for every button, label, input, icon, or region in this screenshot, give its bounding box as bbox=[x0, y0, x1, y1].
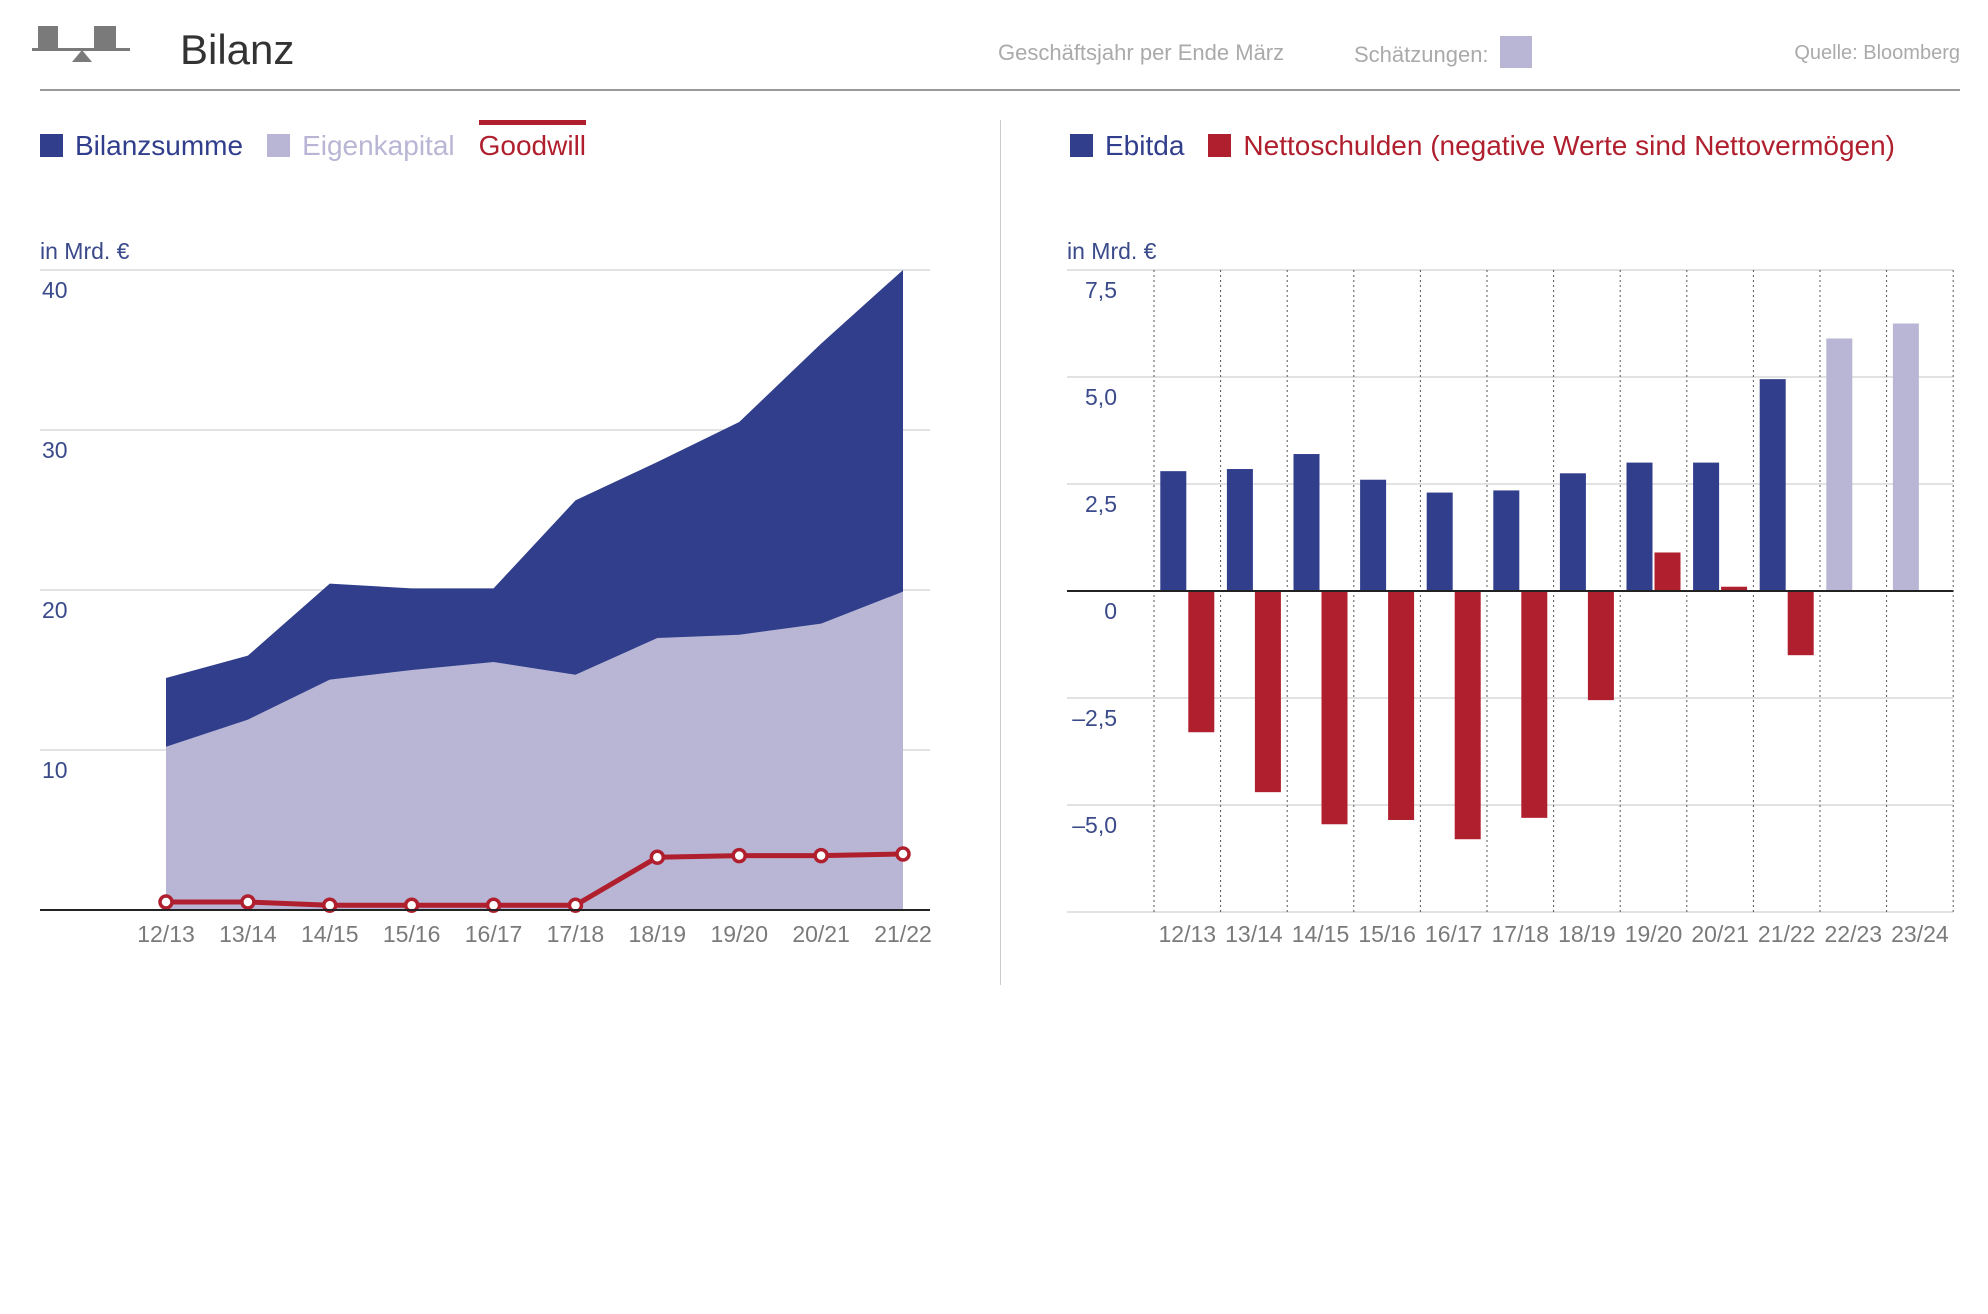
panel-divider bbox=[1000, 120, 1001, 985]
x-tick-label: 12/13 bbox=[1159, 921, 1217, 947]
ebitda-bar bbox=[1360, 479, 1387, 591]
y-tick-label: 30 bbox=[42, 437, 68, 463]
goodwill-point bbox=[240, 894, 256, 910]
header: Bilanz Geschäftsjahr per Ende März Schät… bbox=[0, 0, 1988, 96]
ebitda-legend: Ebitda Nettoschulden (negative Werte sind… bbox=[1070, 130, 1919, 170]
legend-label: Nettoschulden (negative Werte sind Netto… bbox=[1243, 130, 1896, 161]
goodwill-point bbox=[731, 847, 747, 864]
x-tick-label: 16/17 bbox=[465, 921, 523, 947]
nettoschulden-bar bbox=[1654, 552, 1681, 591]
goodwill-point bbox=[485, 897, 502, 913]
legend-swatch bbox=[1070, 134, 1093, 157]
nettoschulden-bar bbox=[1188, 591, 1215, 733]
fiscal-year-note: Geschäftsjahr per Ende März bbox=[998, 40, 1285, 65]
ebitda-bar bbox=[1559, 473, 1586, 591]
y-tick-label: –2,5 bbox=[1072, 705, 1117, 731]
eigenkapital-area bbox=[166, 591, 903, 910]
nettoschulden-bar bbox=[1454, 591, 1481, 840]
ebitda-legend-item: Ebitda bbox=[1070, 130, 1184, 162]
goodwill-point bbox=[567, 897, 584, 913]
goodwill-point bbox=[895, 846, 911, 862]
estimates-swatch bbox=[1500, 36, 1532, 68]
page-title: Bilanz bbox=[180, 26, 295, 73]
balance-legend: Bilanzsumme Eigenkapital Goodwill bbox=[40, 120, 610, 170]
goodwill-point bbox=[403, 897, 420, 913]
y-tick-label: 5,0 bbox=[1085, 384, 1117, 410]
ebitda-estimate-bar bbox=[1892, 323, 1919, 591]
y-tick-label: 2,5 bbox=[1085, 491, 1117, 517]
x-tick-label: 15/16 bbox=[1358, 921, 1416, 947]
y-tick-label: 10 bbox=[42, 757, 68, 783]
goodwill-line bbox=[166, 851, 904, 908]
scale-balance-icon bbox=[32, 26, 130, 62]
legend-swatch bbox=[267, 134, 291, 157]
y-tick-label: 0 bbox=[1104, 598, 1117, 624]
y-tick-label: 40 bbox=[42, 277, 68, 303]
goodwill-point bbox=[158, 894, 174, 910]
nettoschulden-bar bbox=[1254, 591, 1281, 793]
ebitda-bar bbox=[1759, 379, 1786, 591]
legend-swatch bbox=[1208, 134, 1232, 157]
x-tick-label: 21/22 bbox=[874, 921, 932, 947]
legend-label: Ebitda bbox=[1105, 130, 1185, 161]
legend-line-swatch bbox=[478, 120, 587, 125]
goodwill-point bbox=[813, 847, 829, 864]
x-tick-label: 22/23 bbox=[1825, 921, 1883, 947]
goodwill-point bbox=[322, 897, 338, 913]
ebitda-bar bbox=[1426, 492, 1453, 591]
ebitda-legend-item: Nettoschulden (negative Werte sind Netto… bbox=[1208, 130, 1895, 162]
y-unit-label: in Mrd. € bbox=[1067, 238, 1157, 264]
source-note: Quelle: Bloomberg bbox=[1794, 42, 1960, 64]
ebitda-bar bbox=[1493, 490, 1520, 591]
x-tick-label: 15/16 bbox=[383, 921, 441, 947]
ebitda-bar bbox=[1226, 469, 1253, 591]
nettoschulden-bar bbox=[1721, 586, 1748, 591]
legend-label: Bilanzsumme bbox=[75, 130, 244, 161]
legend-label: Goodwill bbox=[478, 130, 587, 161]
balance-legend-item: Eigenkapital bbox=[267, 130, 455, 162]
ebitda-bar-chart: in Mrd. € 7,5 5,0 2,5 0 –2,5 –5,0 12/13 13/14 14/… bbox=[1067, 238, 1954, 947]
nettoschulden-bar bbox=[1587, 591, 1614, 701]
y-unit-label: in Mrd. € bbox=[40, 238, 130, 264]
x-tick-label: 13/14 bbox=[219, 921, 277, 947]
nettoschulden-bar bbox=[1787, 591, 1814, 656]
x-tick-label: 13/14 bbox=[1225, 921, 1283, 947]
x-tick-label: 20/21 bbox=[1691, 921, 1749, 947]
x-tick-label: 14/15 bbox=[1292, 921, 1350, 947]
legend-label: Eigenkapital bbox=[302, 130, 455, 161]
balance-legend-item: Goodwill bbox=[478, 120, 587, 162]
x-tick-label: 17/18 bbox=[1492, 921, 1550, 947]
x-tick-label: 23/24 bbox=[1891, 921, 1949, 947]
x-tick-label: 18/19 bbox=[1558, 921, 1616, 947]
nettoschulden-bar bbox=[1521, 591, 1548, 818]
nettoschulden-bar bbox=[1388, 591, 1415, 820]
balance-area-chart: in Mrd. € 10 20 30 40 12/13 13/14 14/15 15/16 16/… bbox=[40, 238, 932, 947]
legend-swatch bbox=[40, 134, 63, 157]
balance-legend-item: Bilanzsumme bbox=[40, 130, 243, 162]
ebitda-bar bbox=[1693, 462, 1720, 591]
ebitda-bar bbox=[1293, 454, 1320, 591]
ebitda-estimate-bar bbox=[1826, 338, 1853, 591]
header-divider bbox=[40, 89, 1960, 91]
y-tick-label: –5,0 bbox=[1072, 812, 1117, 838]
x-tick-label: 16/17 bbox=[1425, 921, 1483, 947]
nettoschulden-bar bbox=[1321, 591, 1348, 825]
x-tick-label: 12/13 bbox=[137, 921, 195, 947]
y-tick-label: 7,5 bbox=[1085, 277, 1117, 303]
ebitda-bar bbox=[1160, 471, 1187, 591]
x-tick-label: 18/19 bbox=[629, 921, 687, 947]
goodwill-point bbox=[649, 849, 666, 865]
x-tick-label: 21/22 bbox=[1758, 921, 1816, 947]
x-tick-label: 20/21 bbox=[792, 921, 850, 947]
ebitda-bar bbox=[1626, 462, 1653, 591]
y-tick-label: 20 bbox=[42, 597, 68, 623]
x-tick-label: 14/15 bbox=[301, 921, 359, 947]
x-tick-label: 19/20 bbox=[1625, 921, 1683, 947]
x-tick-label: 17/18 bbox=[547, 921, 605, 947]
estimates-label: Schätzungen: bbox=[1354, 42, 1489, 67]
x-tick-label: 19/20 bbox=[710, 921, 768, 947]
